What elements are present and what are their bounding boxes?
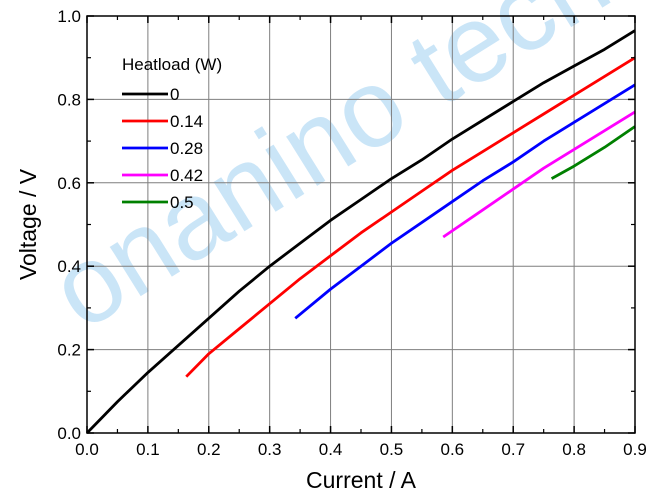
legend-layer: Heatload (W) 0 0.14 0.28 0.42 0.5 xyxy=(122,55,222,212)
x-tick-label: 0.2 xyxy=(197,440,221,459)
y-tick-label: 1.0 xyxy=(57,7,81,26)
axes-layer: 0.0 0.1 0.2 0.3 0.4 0.5 0.6 0.7 0.8 0.9 0.0 0.2 0.4 0… xyxy=(15,7,647,493)
legend-label-0_42: 0.42 xyxy=(170,166,203,185)
watermark-layer: onanino technology xyxy=(30,0,667,353)
grid-layer xyxy=(87,16,635,433)
x-tick-label: 0.7 xyxy=(501,440,525,459)
series-line-0_5 xyxy=(550,125,636,180)
x-tick-label: 0.5 xyxy=(380,440,404,459)
x-tick-label: 0.0 xyxy=(75,440,99,459)
legend-label-0_5: 0.5 xyxy=(170,193,194,212)
x-tick-label: 0.9 xyxy=(623,440,647,459)
y-tick-label: 0.8 xyxy=(57,90,81,109)
y-tick-label: 0.4 xyxy=(57,257,81,276)
legend-label-0_28: 0.28 xyxy=(170,139,203,158)
y-tick-label: 0.0 xyxy=(57,424,81,443)
legend-title: Heatload (W) xyxy=(122,55,222,74)
x-tick-label: 0.8 xyxy=(562,440,586,459)
x-tick-label: 0.4 xyxy=(319,440,343,459)
series-line-0_42 xyxy=(442,110,636,239)
y-tick-label: 0.2 xyxy=(57,341,81,360)
watermark-text: onanino technology xyxy=(30,0,667,353)
legend-label-0: 0 xyxy=(170,85,179,104)
series-line-0 xyxy=(85,29,636,434)
legend-label-0_14: 0.14 xyxy=(170,112,203,131)
x-tick-label: 0.1 xyxy=(136,440,160,459)
x-tick-label: 0.3 xyxy=(258,440,282,459)
series-line-0_14 xyxy=(185,56,636,378)
y-axis-title: Voltage / V xyxy=(15,168,41,280)
x-axis-title: Current / A xyxy=(306,467,417,493)
x-tick-label: 0.6 xyxy=(441,440,465,459)
series-layer xyxy=(85,29,636,434)
series-line-0_28 xyxy=(294,83,636,320)
y-tick-label: 0.6 xyxy=(57,174,81,193)
